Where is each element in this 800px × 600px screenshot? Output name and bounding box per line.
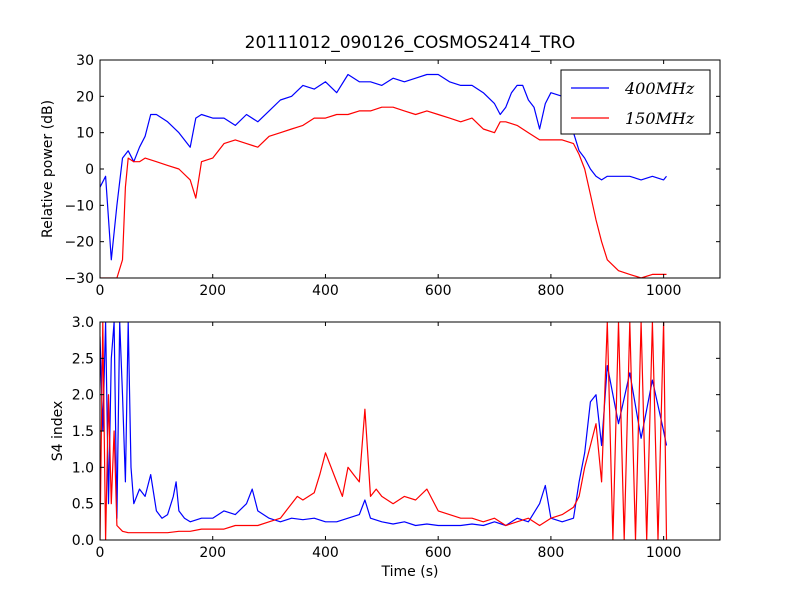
s4-x-tick-label: 0 bbox=[96, 545, 105, 561]
power-y-tick-label: 30 bbox=[76, 53, 94, 69]
time-x-axis-label: Time (s) bbox=[381, 564, 439, 580]
s4-y-tick-label: 1.0 bbox=[72, 460, 94, 476]
legend-label-150mhz: 150MHz bbox=[625, 109, 695, 128]
s4-x-tick-label: 1000 bbox=[646, 545, 682, 561]
s4-x-tick-label: 800 bbox=[538, 545, 565, 561]
power-ticks: 0 200 400 600 800 1000 −30 −20 −10 0 10 20 30 bbox=[64, 53, 720, 299]
s4-y-tick-label: 0.5 bbox=[72, 497, 94, 513]
s4-plot-area bbox=[100, 322, 668, 540]
power-x-tick-label: 1000 bbox=[646, 283, 682, 299]
power-x-tick-label: 400 bbox=[312, 283, 339, 299]
legend-box bbox=[560, 69, 711, 135]
s4-y-tick-label: 1.5 bbox=[72, 424, 94, 440]
power-y-tick-label: −30 bbox=[64, 271, 94, 287]
s4-series-150mhz bbox=[100, 322, 668, 540]
power-series-150mhz bbox=[100, 106, 667, 278]
s4-x-tick-label: 200 bbox=[199, 545, 226, 561]
chart-title: 20111012_090126_COSMOS2414_TRO bbox=[245, 33, 576, 53]
power-y-tick-label: 0 bbox=[85, 162, 94, 178]
s4-axes: 0 200 400 600 800 1000 0.0 0.5 1.0 1.5 2.0 2.5 3.0 S… bbox=[50, 315, 721, 580]
power-y-tick-label: −10 bbox=[64, 198, 94, 214]
s4-x-tick-label: 400 bbox=[312, 545, 339, 561]
power-y-tick-label: 10 bbox=[76, 126, 94, 142]
power-x-tick-label: 0 bbox=[96, 283, 105, 299]
power-y-tick-label: 20 bbox=[76, 89, 94, 105]
s4-y-tick-label: 3.0 bbox=[72, 315, 94, 331]
power-plot-area bbox=[100, 73, 667, 278]
s4-x-tick-label: 600 bbox=[425, 545, 452, 561]
power-x-tick-label: 600 bbox=[425, 283, 452, 299]
legend: 400MHz 150MHz bbox=[560, 69, 711, 135]
power-series-400mhz bbox=[100, 73, 667, 261]
s4-y-axis-label: S4 index bbox=[50, 401, 66, 462]
s4-y-tick-label: 2.0 bbox=[72, 388, 94, 404]
s4-ticks: 0 200 400 600 800 1000 0.0 0.5 1.0 1.5 2.0 2.5 3.0 bbox=[72, 315, 720, 561]
power-axes: 0 200 400 600 800 1000 −30 −20 −10 0 10 20 30 Relati… bbox=[40, 53, 721, 299]
s4-series-400mhz bbox=[100, 322, 668, 527]
s4-y-tick-label: 2.5 bbox=[72, 351, 94, 367]
power-x-tick-label: 200 bbox=[199, 283, 226, 299]
power-y-tick-label: −20 bbox=[64, 235, 94, 251]
legend-label-400mhz: 400MHz bbox=[624, 79, 695, 98]
s4-y-tick-label: 0.0 bbox=[72, 533, 94, 549]
power-y-axis-label: Relative power (dB) bbox=[40, 100, 56, 238]
power-x-tick-label: 800 bbox=[538, 283, 565, 299]
